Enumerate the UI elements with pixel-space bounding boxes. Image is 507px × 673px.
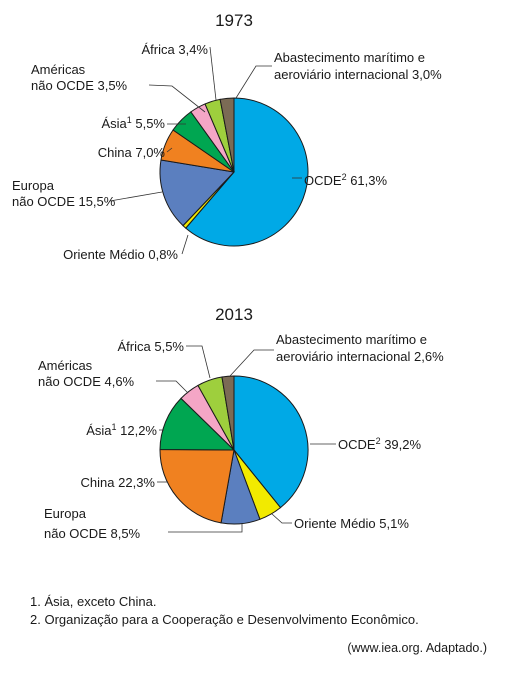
slice-label-africa: África 3,4%: [142, 42, 209, 57]
leader-line-americas-nao-ocde: [156, 380, 189, 394]
leader-line-africa: [209, 46, 217, 101]
leader-line-europa-nao-ocde: [109, 191, 163, 202]
leader-line-china: [166, 147, 173, 153]
leader-line-oriente-medio: [271, 513, 292, 524]
slice-label-europa-nao-ocde: não OCDE 15,5%: [12, 194, 116, 209]
slice-label-abastecimento-maritimo-e-aeroviario-internacional: aeroviário internacional 3,0%: [274, 67, 442, 82]
slice-label-asia: Ásia1 5,5%: [101, 115, 165, 131]
slice-label-americas-nao-ocde: Américas: [31, 62, 86, 77]
slice-label-oriente-medio: Oriente Médio 5,1%: [294, 516, 409, 531]
slice-label-oriente-medio: Oriente Médio 0,8%: [63, 247, 178, 262]
slice-label-china: China 7,0%: [98, 145, 166, 160]
leader-line-americas-nao-ocde: [148, 84, 206, 113]
slice-label-africa: África 5,5%: [118, 339, 185, 354]
leader-line-abastecimento-maritimo-e-aeroviario-internacional: [229, 349, 274, 377]
leader-line-oriente-medio: [181, 234, 189, 255]
slice-label-asia: Ásia1 12,2%: [86, 422, 157, 438]
slice-label-ocde: OCDE2 39,2%: [338, 436, 421, 452]
leader-line-africa: [186, 345, 211, 379]
slice-label-europa-nao-ocde: Europa: [44, 506, 87, 521]
pie-slice-china: [159, 449, 235, 524]
source-citation: (www.iea.org. Adaptado.): [347, 641, 487, 655]
slice-label-ocde: OCDE2 61,3%: [304, 172, 387, 188]
footnote-2: 2. Organização para a Cooperação e Desen…: [30, 612, 419, 627]
chart-title: 2013: [215, 305, 253, 324]
slice-label-europa-nao-ocde: não OCDE 8,5%: [44, 526, 141, 541]
slice-label-americas-nao-ocde: não OCDE 3,5%: [31, 78, 128, 93]
slice-label-abastecimento-maritimo-e-aeroviario-internacional: Abastecimento marítimo e: [276, 332, 427, 347]
leader-line-abastecimento-maritimo-e-aeroviario-internacional: [235, 65, 272, 99]
slice-label-abastecimento-maritimo-e-aeroviario-internacional: Abastecimento marítimo e: [274, 50, 425, 65]
pie-chart-2013: 2013 OCDE2 39,2% Oriente Médio 5,1% Europa n…: [38, 305, 444, 541]
footnotes: 1. Ásia, exceto China. 2. Organização pa…: [30, 593, 419, 629]
slice-label-americas-nao-ocde: Américas: [38, 358, 93, 373]
pie-slice-ocde: [185, 97, 309, 247]
slice-label-europa-nao-ocde: Europa: [12, 178, 55, 193]
pie-slice-abastecimento-maritimo-e-aeroviario-internacional: [221, 375, 235, 451]
pie-slice-abastecimento-maritimo-e-aeroviario-internacional: [219, 97, 235, 173]
pie-slice-ocde: [233, 375, 309, 509]
slice-label-china: China 22,3%: [81, 475, 156, 490]
pie-slice-europa-nao-ocde: [159, 159, 236, 227]
slice-label-abastecimento-maritimo-e-aeroviario-internacional: aeroviário internacional 2,6%: [276, 349, 444, 364]
leader-line-europa-nao-ocde: [168, 524, 243, 533]
slice-label-americas-nao-ocde: não OCDE 4,6%: [38, 374, 135, 389]
footnote-1: 1. Ásia, exceto China.: [30, 594, 157, 609]
chart-title: 1973: [215, 11, 253, 30]
